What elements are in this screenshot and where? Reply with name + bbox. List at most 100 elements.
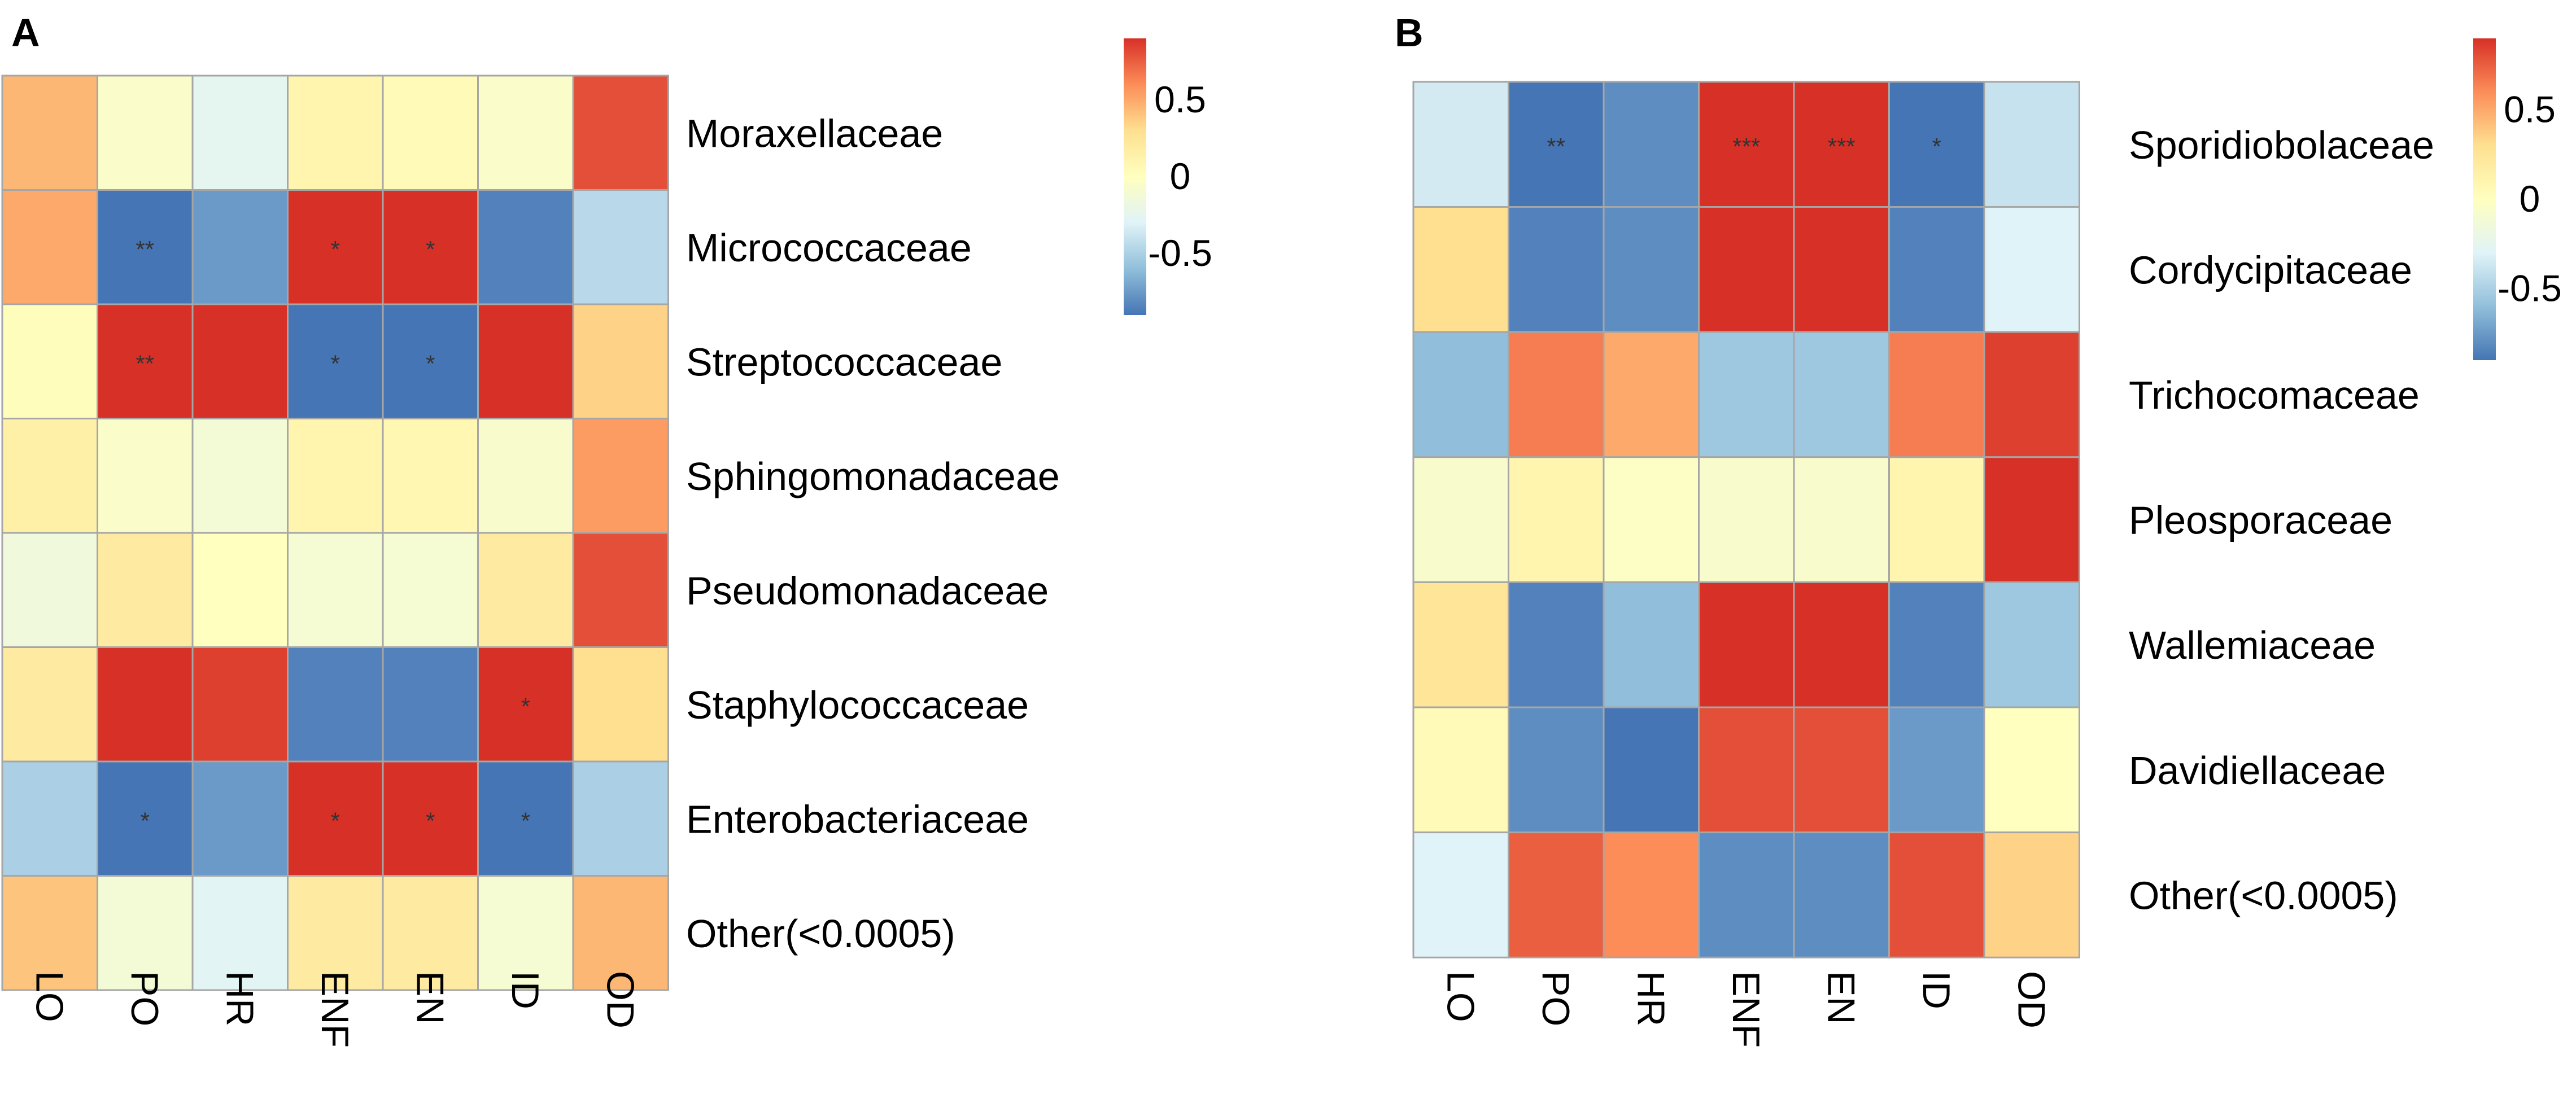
heatmap-cell (191, 418, 289, 534)
heatmap-cell (191, 760, 289, 877)
heatmap-cell (1793, 206, 1890, 333)
row-label: Sporidiobolaceae (2129, 123, 2434, 167)
heatmap-cell (1983, 831, 2080, 958)
heatmap-cell (1412, 706, 1509, 834)
heatmap-cell (1793, 81, 1890, 208)
significance-mark: * (1932, 133, 1941, 160)
row-label: Enterobacteriaceae (686, 797, 1029, 841)
heatmap-cell (382, 75, 479, 191)
column-label: EN (408, 971, 451, 1024)
significance-mark: * (141, 807, 150, 834)
heatmap-cell (572, 875, 669, 991)
heatmap-cell (1888, 331, 1985, 458)
heatmap-cell (1, 875, 98, 991)
heatmap-cell (191, 303, 289, 419)
column-label: LO (28, 971, 71, 1022)
row-label: Wallemiaceae (2129, 623, 2376, 667)
heatmap-cell (1983, 206, 2080, 333)
heatmap-cell (1603, 331, 1700, 458)
heatmap-cell (1698, 81, 1795, 208)
heatmap-cell (382, 189, 479, 305)
column-label: EN (1819, 971, 1862, 1024)
column-label: ENF (313, 971, 356, 1048)
heatmap-cell (287, 189, 384, 305)
heatmap-cell (1, 189, 98, 305)
row-label: Trichocomaceae (2129, 373, 2420, 417)
heatmap-cell (191, 646, 289, 763)
column-label: OD (599, 971, 641, 1028)
heatmap-cell (1603, 581, 1700, 708)
heatmap-cell (1412, 206, 1509, 333)
heatmap-cell (287, 532, 384, 648)
heatmap-cell (191, 532, 289, 648)
heatmap-cell (1, 760, 98, 877)
column-label: ID (504, 971, 547, 1009)
heatmap-cell (1698, 456, 1795, 583)
panel-b-column-labels: LO PO HR ENF EN ID OD (1439, 971, 2053, 1048)
heatmap-cell (97, 646, 194, 763)
heatmap-cell (1793, 581, 1890, 708)
panel-b-label: B (1395, 11, 1424, 55)
heatmap-cell (191, 189, 289, 305)
heatmap-cell (382, 760, 479, 877)
heatmap-cell (1698, 831, 1795, 958)
heatmap-cell (97, 189, 194, 305)
significance-mark: ** (136, 350, 154, 377)
heatmap-cell (1412, 581, 1509, 708)
heatmap-cell (1508, 331, 1605, 458)
panel-b: B ** *** *** * SporidiobolaceaeCordycipitac… (1395, 11, 2562, 1048)
column-label: ENF (1724, 971, 1767, 1048)
heatmap-cell (1412, 331, 1509, 458)
heatmap-cell (287, 418, 384, 534)
panel-b-color-legend: 0.5 0 -0.5 (2473, 38, 2562, 360)
panel-a-column-labels: LO PO HR ENF EN ID OD (28, 971, 641, 1048)
significance-mark: * (331, 236, 340, 262)
heatmap-cell (382, 532, 479, 648)
heatmap-cell (1412, 831, 1509, 958)
significance-mark: ** (136, 236, 154, 262)
heatmap-cell (97, 532, 194, 648)
heatmap-cell (1888, 831, 1985, 958)
heatmap-cell (1508, 581, 1605, 708)
heatmap-cell (1, 532, 98, 648)
row-label: Sphingomonadaceae (686, 454, 1060, 498)
heatmap-cell (1508, 206, 1605, 333)
heatmap-cell (382, 303, 479, 419)
heatmap-cell (572, 189, 669, 305)
significance-mark: * (426, 236, 435, 262)
heatmap-cell (477, 532, 574, 648)
column-label: PO (1534, 971, 1577, 1026)
row-label: Pseudomonadaceae (686, 568, 1049, 612)
heatmap-cell (1603, 81, 1700, 208)
heatmap-cell (572, 646, 669, 763)
row-label: Micrococcaceae (686, 226, 972, 270)
heatmap-cell (572, 418, 669, 534)
legend-tick-label: 0.5 (2504, 89, 2556, 130)
heatmap-cell (97, 75, 194, 191)
heatmap-cell (477, 418, 574, 534)
legend-tick-label: -0.5 (1148, 232, 1212, 274)
heatmap-cell (1793, 706, 1890, 834)
significance-mark: *** (1828, 133, 1855, 160)
heatmap-cell (1698, 706, 1795, 834)
heatmap-cell (1412, 456, 1509, 583)
heatmap-cell (1983, 581, 2080, 708)
row-label: Davidiellaceae (2129, 749, 2386, 793)
heatmap-cell (1888, 206, 1985, 333)
heatmap-cell (1508, 456, 1605, 583)
column-label: LO (1439, 971, 1482, 1022)
heatmap-cell (1888, 581, 1985, 708)
heatmap-cell (572, 303, 669, 419)
heatmap-cell (382, 418, 479, 534)
heatmap-cell (1793, 331, 1890, 458)
row-label: Streptococcaceae (686, 340, 1002, 384)
heatmap-cell (191, 875, 289, 991)
significance-mark: * (426, 807, 435, 834)
heatmap-cell (477, 303, 574, 419)
heatmap-cell (1603, 706, 1700, 834)
heatmap-cell (1983, 81, 2080, 208)
heatmap-cell (382, 646, 479, 763)
color-scale-bar (2473, 38, 2496, 360)
panel-a: A ** * *** * *** * * * MoraxellaceaeMicrococcac… (1, 11, 1212, 1048)
